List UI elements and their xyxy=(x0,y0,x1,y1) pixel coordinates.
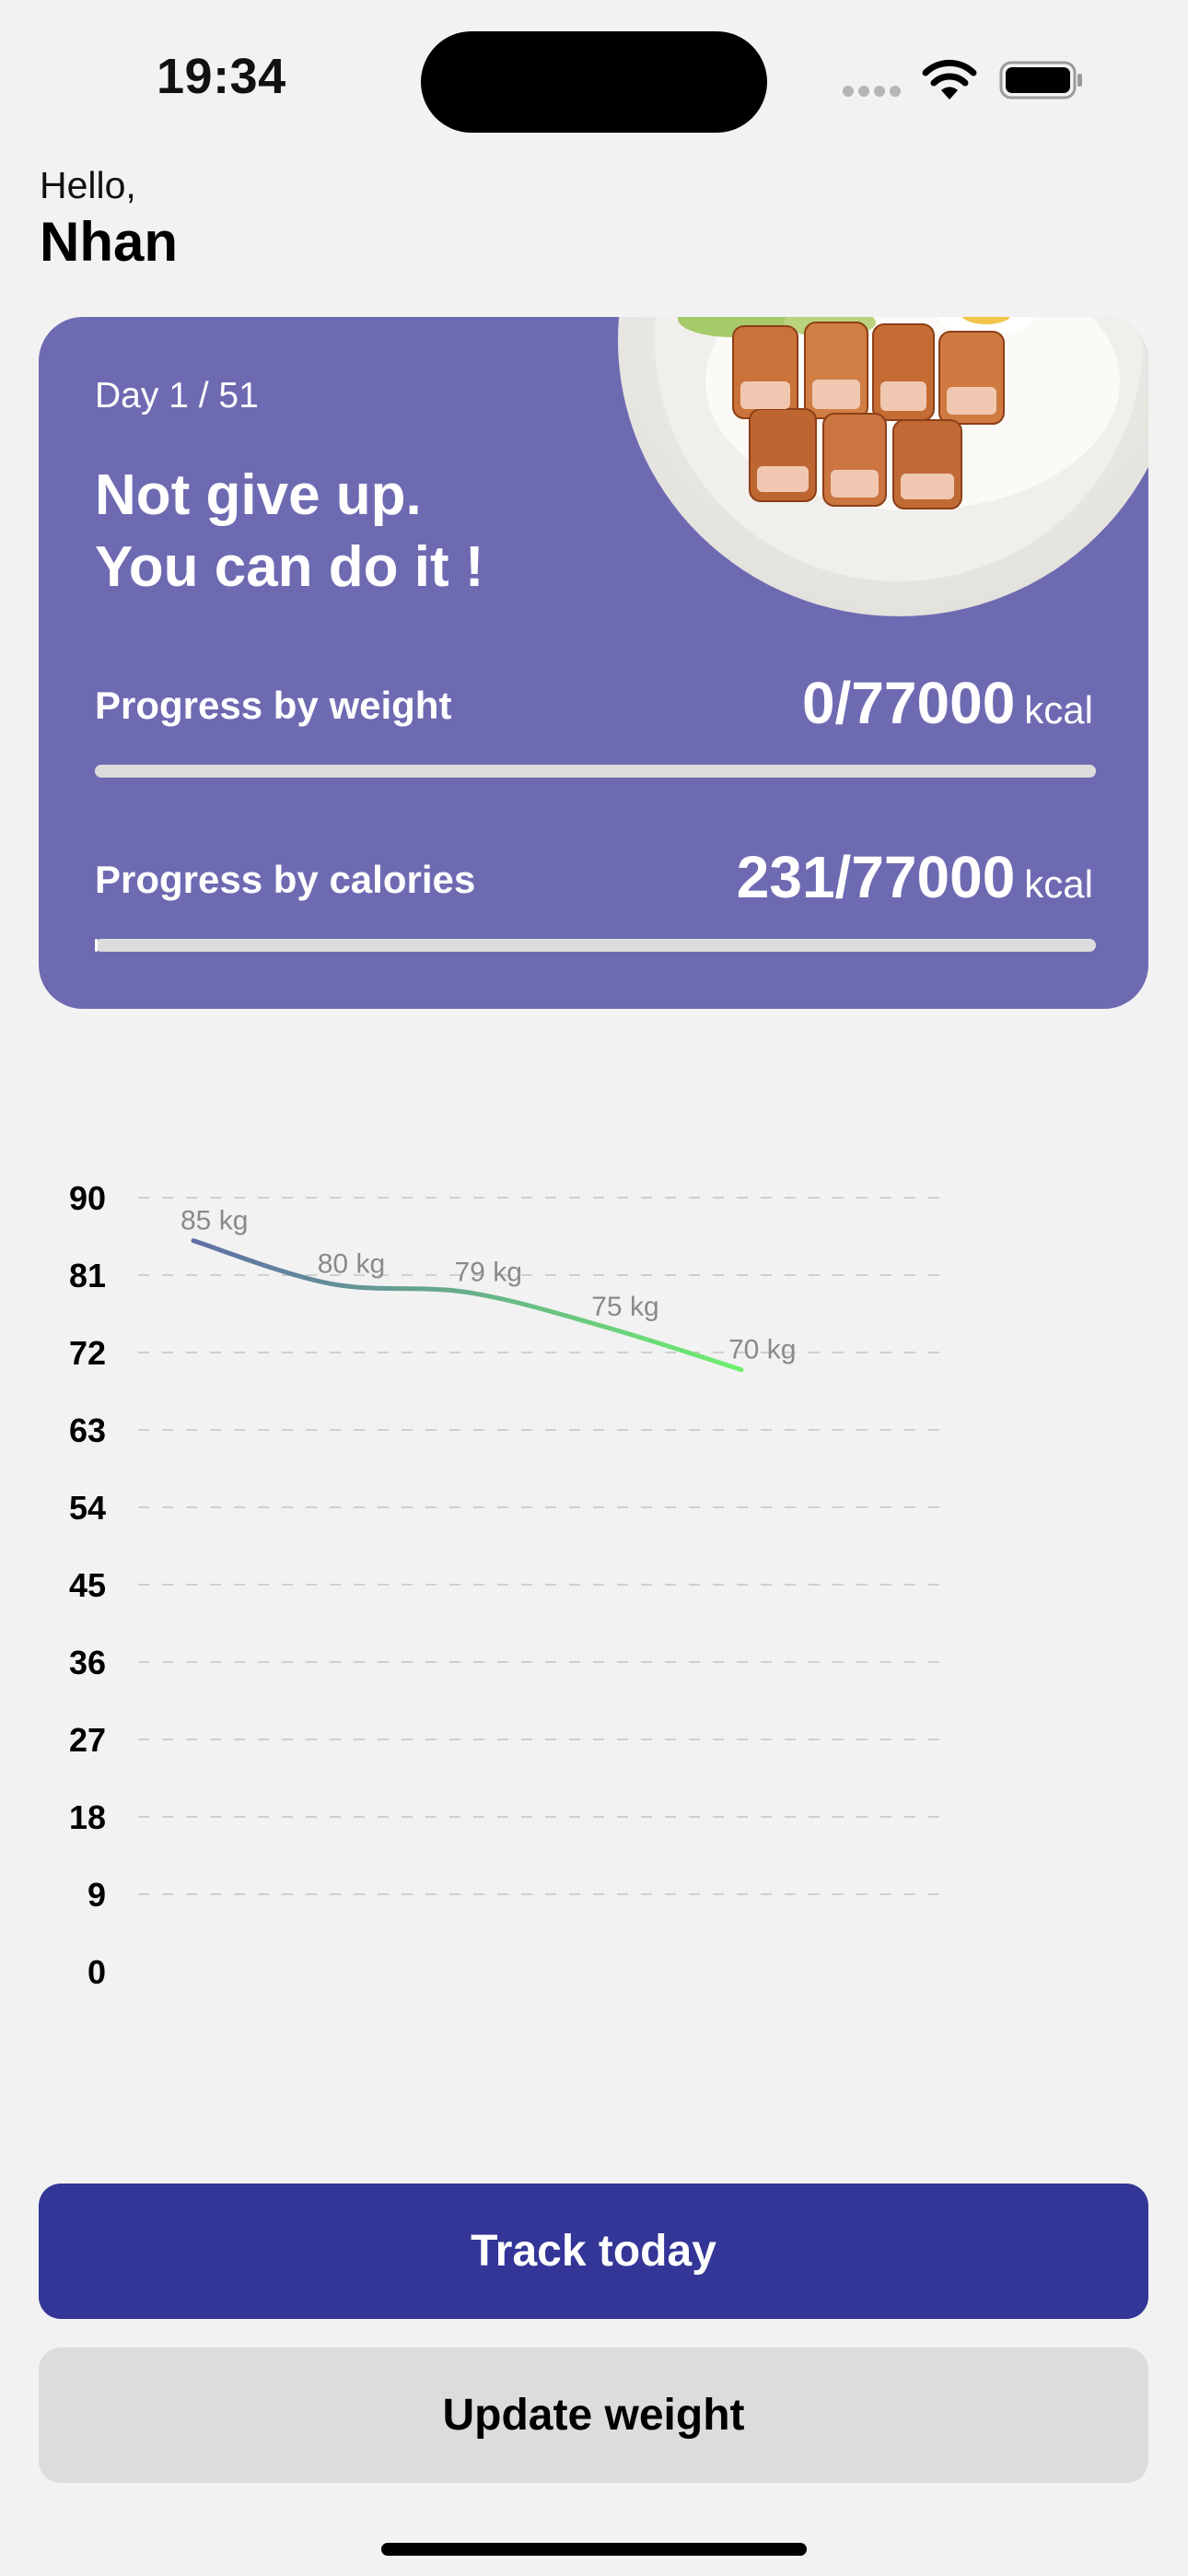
update-weight-button[interactable]: Update weight xyxy=(39,2348,1148,2483)
y-tick-label: 18 xyxy=(69,1798,106,1836)
calories-progress-unit: kcal xyxy=(1024,862,1093,906)
battery-icon xyxy=(999,61,1082,100)
status-time: 19:34 xyxy=(157,49,286,104)
y-tick-label: 0 xyxy=(87,1953,106,1991)
weight-data-label: 80 kg xyxy=(318,1248,385,1279)
weight-progress-label: Progress by weight xyxy=(95,684,452,727)
wifi-icon xyxy=(922,59,977,100)
progress-card: Day 1 / 51 Not give up. You can do it ! … xyxy=(39,317,1148,1009)
weight-data-label: 75 kg xyxy=(591,1292,658,1322)
y-tick-label: 36 xyxy=(69,1644,106,1681)
y-tick-label: 27 xyxy=(69,1721,106,1759)
y-tick-label: 90 xyxy=(69,1179,106,1217)
y-tick-label: 9 xyxy=(87,1876,106,1914)
weight-progress-number: 0/77000 xyxy=(801,670,1016,736)
y-tick-label: 54 xyxy=(69,1489,106,1527)
day-counter: Day 1 / 51 xyxy=(95,376,259,416)
calories-progress-value: 231/77000 kcal xyxy=(737,843,1093,911)
y-tick-label: 45 xyxy=(69,1566,106,1604)
dynamic-island xyxy=(421,31,767,133)
y-tick-label: 72 xyxy=(69,1334,106,1372)
greeting-text: Hello, xyxy=(40,164,136,206)
y-tick-label: 63 xyxy=(69,1411,106,1449)
weight-progress-unit: kcal xyxy=(1024,688,1093,732)
y-tick-label: 81 xyxy=(69,1257,106,1294)
calories-progress-number: 231/77000 xyxy=(736,844,1016,910)
home-indicator xyxy=(381,2543,807,2556)
motivation-headline: Not give up. xyxy=(95,463,422,527)
weight-data-label: 79 kg xyxy=(455,1258,522,1288)
weight-data-label: 70 kg xyxy=(728,1335,796,1365)
calories-progress-bar xyxy=(95,939,1096,952)
weight-progress-bar xyxy=(95,765,1096,778)
weight-series-line xyxy=(191,1238,744,1373)
user-name: Nhan xyxy=(40,211,178,273)
cellular-signal-icon xyxy=(843,86,905,99)
food-plate-image xyxy=(618,317,1148,616)
calories-progress-label: Progress by calories xyxy=(95,858,476,901)
motivation-subheadline: You can do it ! xyxy=(95,535,484,599)
weight-progress-value: 0/77000 kcal xyxy=(802,669,1093,737)
calories-progress-fill xyxy=(95,939,99,952)
track-today-button[interactable]: Track today xyxy=(39,2184,1148,2319)
weight-data-label: 85 kg xyxy=(181,1206,248,1236)
